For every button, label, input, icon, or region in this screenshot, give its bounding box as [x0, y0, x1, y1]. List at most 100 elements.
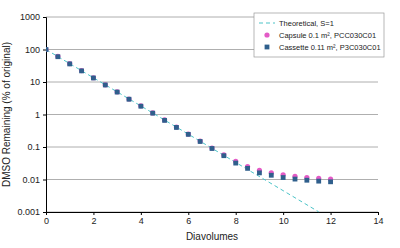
tick-mark	[43, 17, 46, 18]
plot-area	[46, 47, 333, 212]
chart: 0.001 0.01 0.1 1 10 100 1000 0 2 4 6 8 10 12 14 Diavolu…	[0, 0, 400, 248]
tick: 0.001	[17, 207, 46, 217]
tick: 14	[373, 212, 383, 226]
point	[138, 104, 143, 109]
tick-mark	[236, 212, 237, 215]
point	[174, 124, 179, 129]
point	[162, 118, 167, 123]
tick-mark	[43, 115, 46, 116]
x-axis: 0 2 4 6 8 10 12 14	[44, 212, 384, 226]
tick-label: 0.001	[17, 207, 40, 217]
point	[126, 96, 131, 101]
tick: 10	[30, 77, 46, 87]
x-axis-title: Diavolumes	[186, 231, 238, 242]
tick-label: 14	[373, 216, 383, 226]
point	[245, 166, 250, 171]
legend-swatch	[259, 23, 275, 24]
point	[55, 54, 60, 59]
point	[328, 179, 333, 184]
tick-label: 4	[139, 216, 144, 226]
legend-label: Theoretical, S=1	[279, 19, 334, 28]
series	[46, 47, 333, 184]
tick-label: 12	[326, 216, 336, 226]
tick-mark	[93, 212, 94, 215]
point	[103, 83, 108, 88]
tick-mark	[188, 212, 189, 215]
point	[304, 178, 309, 183]
line	[46, 50, 319, 212]
tick-mark	[141, 212, 142, 215]
point	[150, 110, 155, 115]
tick: 1	[35, 110, 46, 120]
tick-label: 10	[279, 216, 289, 226]
tick: 12	[326, 212, 336, 226]
point	[91, 76, 96, 81]
point	[79, 68, 84, 73]
legend-label: Cassette 0.11 m², P3C030C01	[279, 43, 381, 52]
point	[67, 62, 72, 67]
point	[221, 153, 226, 158]
legend: Theoretical, S=1 Capsule 0.1 m², PCC030C0…	[254, 13, 384, 57]
tick-label: 1	[35, 110, 40, 120]
point	[210, 146, 215, 151]
point	[257, 170, 262, 175]
point	[198, 139, 203, 144]
point	[150, 111, 155, 116]
legend-label: Capsule 0.1 m², PCC030C01	[279, 31, 376, 40]
tick-mark	[283, 212, 284, 215]
grid-line	[46, 114, 378, 115]
point	[55, 54, 60, 59]
tick-label: 0	[44, 216, 49, 226]
point	[67, 61, 72, 66]
tick-mark	[43, 82, 46, 83]
point	[115, 89, 120, 94]
axis-line	[47, 213, 379, 216]
tick: 0	[44, 212, 49, 226]
series	[46, 50, 319, 212]
tick: 100	[25, 45, 46, 55]
tick-mark	[43, 50, 46, 51]
point	[186, 131, 191, 136]
point	[174, 125, 179, 130]
tick: 0.1	[27, 142, 46, 152]
legend-swatch	[265, 45, 270, 50]
point	[46, 47, 49, 52]
legend-swatch	[264, 32, 269, 37]
tick-mark	[43, 147, 46, 148]
point	[198, 138, 203, 143]
point	[186, 132, 191, 137]
tick: 4	[139, 212, 144, 226]
tick: 10	[279, 212, 289, 226]
tick-label: 0.01	[22, 175, 40, 185]
tick: 6	[186, 212, 191, 226]
tick: 0.01	[22, 175, 46, 185]
point	[138, 103, 143, 108]
y-axis: 0.001 0.01 0.1 1 10 100 1000	[17, 12, 46, 217]
tick-label: 6	[186, 216, 191, 226]
y-axis-title: DMSO Remaining (% of original)	[1, 42, 12, 187]
tick-label: 0.1	[27, 142, 40, 152]
tick: 1000	[20, 12, 46, 22]
tick-mark	[43, 212, 46, 213]
point	[209, 145, 214, 150]
point	[293, 177, 298, 182]
point	[162, 117, 167, 122]
tick-mark	[378, 212, 379, 215]
tick-label: 1000	[20, 12, 40, 22]
tick-label: 100	[25, 45, 40, 55]
point	[79, 68, 84, 73]
point	[127, 97, 132, 102]
axis-line	[43, 18, 47, 213]
point	[233, 161, 238, 166]
point	[269, 173, 274, 178]
point	[316, 179, 321, 184]
legend-box	[254, 13, 384, 57]
grid-line	[46, 82, 378, 83]
point	[103, 82, 108, 87]
tick: 2	[91, 212, 96, 226]
point	[281, 175, 286, 180]
tick-label: 2	[91, 216, 96, 226]
tick-label: 10	[30, 77, 40, 87]
point	[46, 47, 48, 52]
tick: 8	[234, 212, 239, 226]
